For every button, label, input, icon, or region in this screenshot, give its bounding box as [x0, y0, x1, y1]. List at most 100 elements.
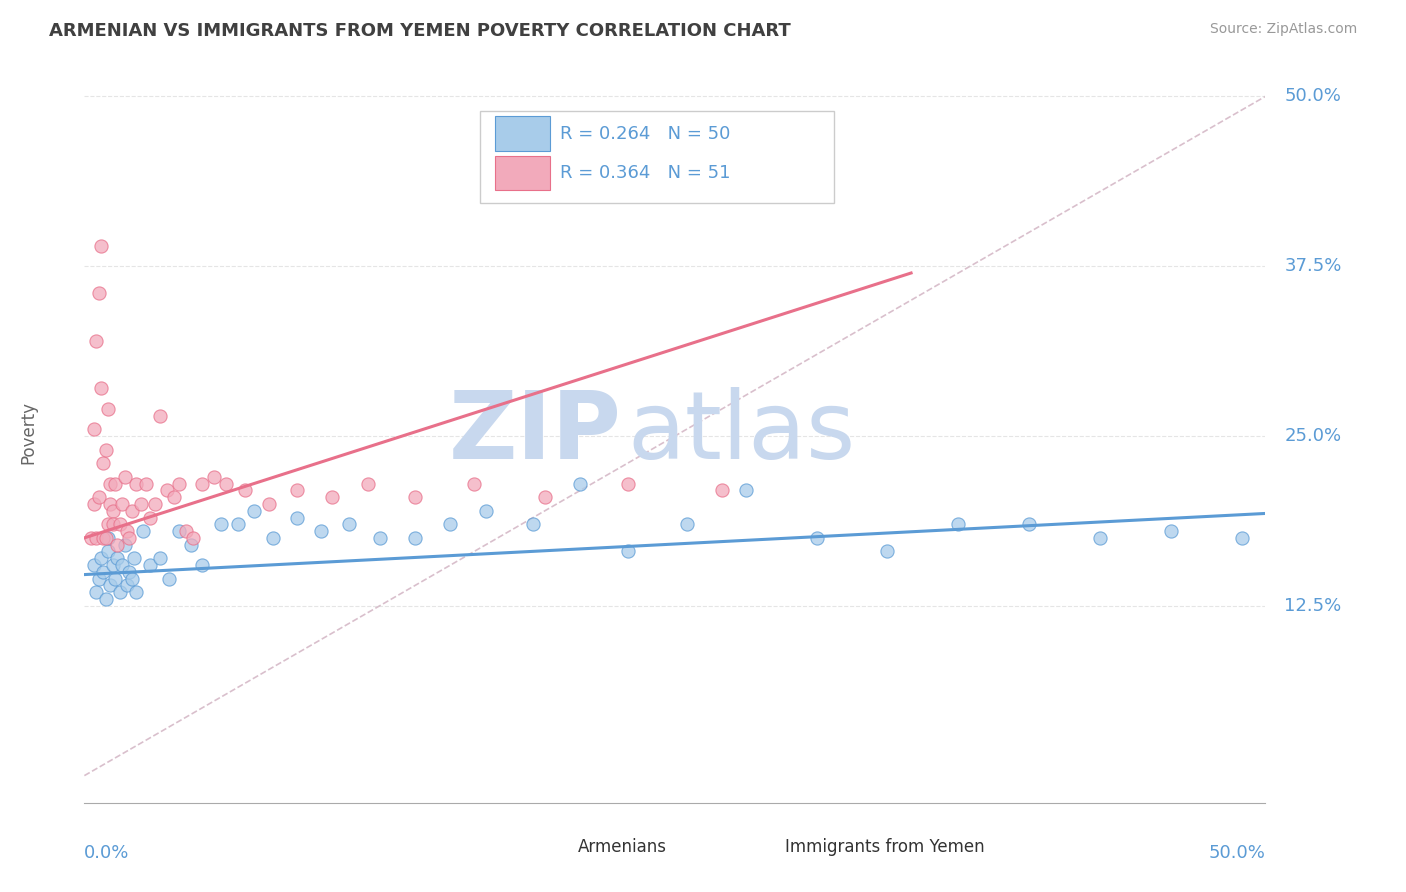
Point — [309, 524, 332, 538]
Point — [108, 517, 131, 532]
Point — [149, 551, 172, 566]
Point — [121, 572, 143, 586]
FancyBboxPatch shape — [531, 832, 571, 862]
Point — [139, 558, 162, 572]
Point — [132, 524, 155, 538]
Text: ZIP: ZIP — [449, 386, 621, 479]
Point — [98, 578, 121, 592]
Point — [202, 469, 225, 483]
Point — [101, 504, 124, 518]
Point — [806, 531, 828, 545]
Point — [84, 531, 107, 545]
Point — [257, 497, 280, 511]
Point — [191, 558, 214, 572]
Point — [94, 531, 117, 545]
Point — [157, 572, 180, 586]
Point — [404, 490, 426, 504]
Point — [129, 497, 152, 511]
Point — [90, 551, 112, 566]
Point — [125, 585, 148, 599]
Point — [404, 531, 426, 545]
Point — [209, 517, 232, 532]
Point — [91, 531, 114, 545]
Point — [98, 476, 121, 491]
Point — [191, 476, 214, 491]
Point — [321, 490, 343, 504]
Point — [522, 517, 544, 532]
Point — [97, 517, 120, 532]
Point — [108, 585, 131, 599]
Text: Poverty: Poverty — [20, 401, 37, 464]
Point — [101, 517, 124, 532]
Text: Source: ZipAtlas.com: Source: ZipAtlas.com — [1209, 22, 1357, 37]
Point — [104, 572, 127, 586]
Point — [616, 544, 638, 558]
Point — [83, 558, 105, 572]
Point — [94, 592, 117, 607]
Point — [94, 442, 117, 457]
Text: 0.0%: 0.0% — [84, 844, 129, 862]
Point — [368, 531, 391, 545]
Point — [734, 483, 756, 498]
Text: ARMENIAN VS IMMIGRANTS FROM YEMEN POVERTY CORRELATION CHART: ARMENIAN VS IMMIGRANTS FROM YEMEN POVERT… — [49, 22, 792, 40]
Point — [262, 531, 284, 545]
Point — [167, 476, 190, 491]
Point — [475, 504, 498, 518]
FancyBboxPatch shape — [738, 832, 778, 862]
Point — [226, 517, 249, 532]
Point — [1018, 517, 1040, 532]
Point — [80, 531, 103, 545]
Point — [114, 469, 136, 483]
Point — [122, 551, 145, 566]
Point — [101, 558, 124, 572]
Point — [111, 497, 134, 511]
Text: Immigrants from Yemen: Immigrants from Yemen — [785, 838, 984, 856]
Point — [1230, 531, 1253, 545]
FancyBboxPatch shape — [479, 111, 834, 203]
Point — [87, 490, 110, 504]
Point — [167, 524, 190, 538]
FancyBboxPatch shape — [495, 117, 550, 151]
Point — [90, 382, 112, 396]
Text: R = 0.364   N = 51: R = 0.364 N = 51 — [561, 164, 731, 183]
Point — [121, 504, 143, 518]
Point — [104, 476, 127, 491]
Text: 37.5%: 37.5% — [1284, 257, 1341, 276]
Point — [97, 531, 120, 545]
Point — [97, 401, 120, 416]
Point — [233, 483, 256, 498]
Point — [90, 239, 112, 253]
Point — [118, 565, 141, 579]
Point — [337, 517, 360, 532]
Point — [115, 524, 138, 538]
Text: R = 0.264   N = 50: R = 0.264 N = 50 — [561, 125, 731, 144]
Point — [181, 531, 204, 545]
Point — [948, 517, 970, 532]
Point — [675, 517, 697, 532]
Point — [285, 510, 308, 524]
Point — [118, 531, 141, 545]
Text: 50.0%: 50.0% — [1284, 87, 1341, 105]
Text: Armenians: Armenians — [578, 838, 666, 856]
Point — [876, 544, 898, 558]
Text: 12.5%: 12.5% — [1284, 597, 1341, 615]
Point — [98, 497, 121, 511]
Point — [139, 510, 162, 524]
Point — [534, 490, 557, 504]
Point — [439, 517, 461, 532]
Point — [180, 538, 202, 552]
Point — [1160, 524, 1182, 538]
Point — [87, 572, 110, 586]
Point — [111, 558, 134, 572]
Point — [285, 483, 308, 498]
Point — [463, 476, 485, 491]
Point — [215, 476, 238, 491]
Point — [243, 504, 266, 518]
Point — [91, 456, 114, 470]
Point — [84, 334, 107, 348]
Point — [83, 422, 105, 436]
Point — [149, 409, 172, 423]
Point — [83, 497, 105, 511]
Point — [135, 476, 157, 491]
Point — [174, 524, 197, 538]
